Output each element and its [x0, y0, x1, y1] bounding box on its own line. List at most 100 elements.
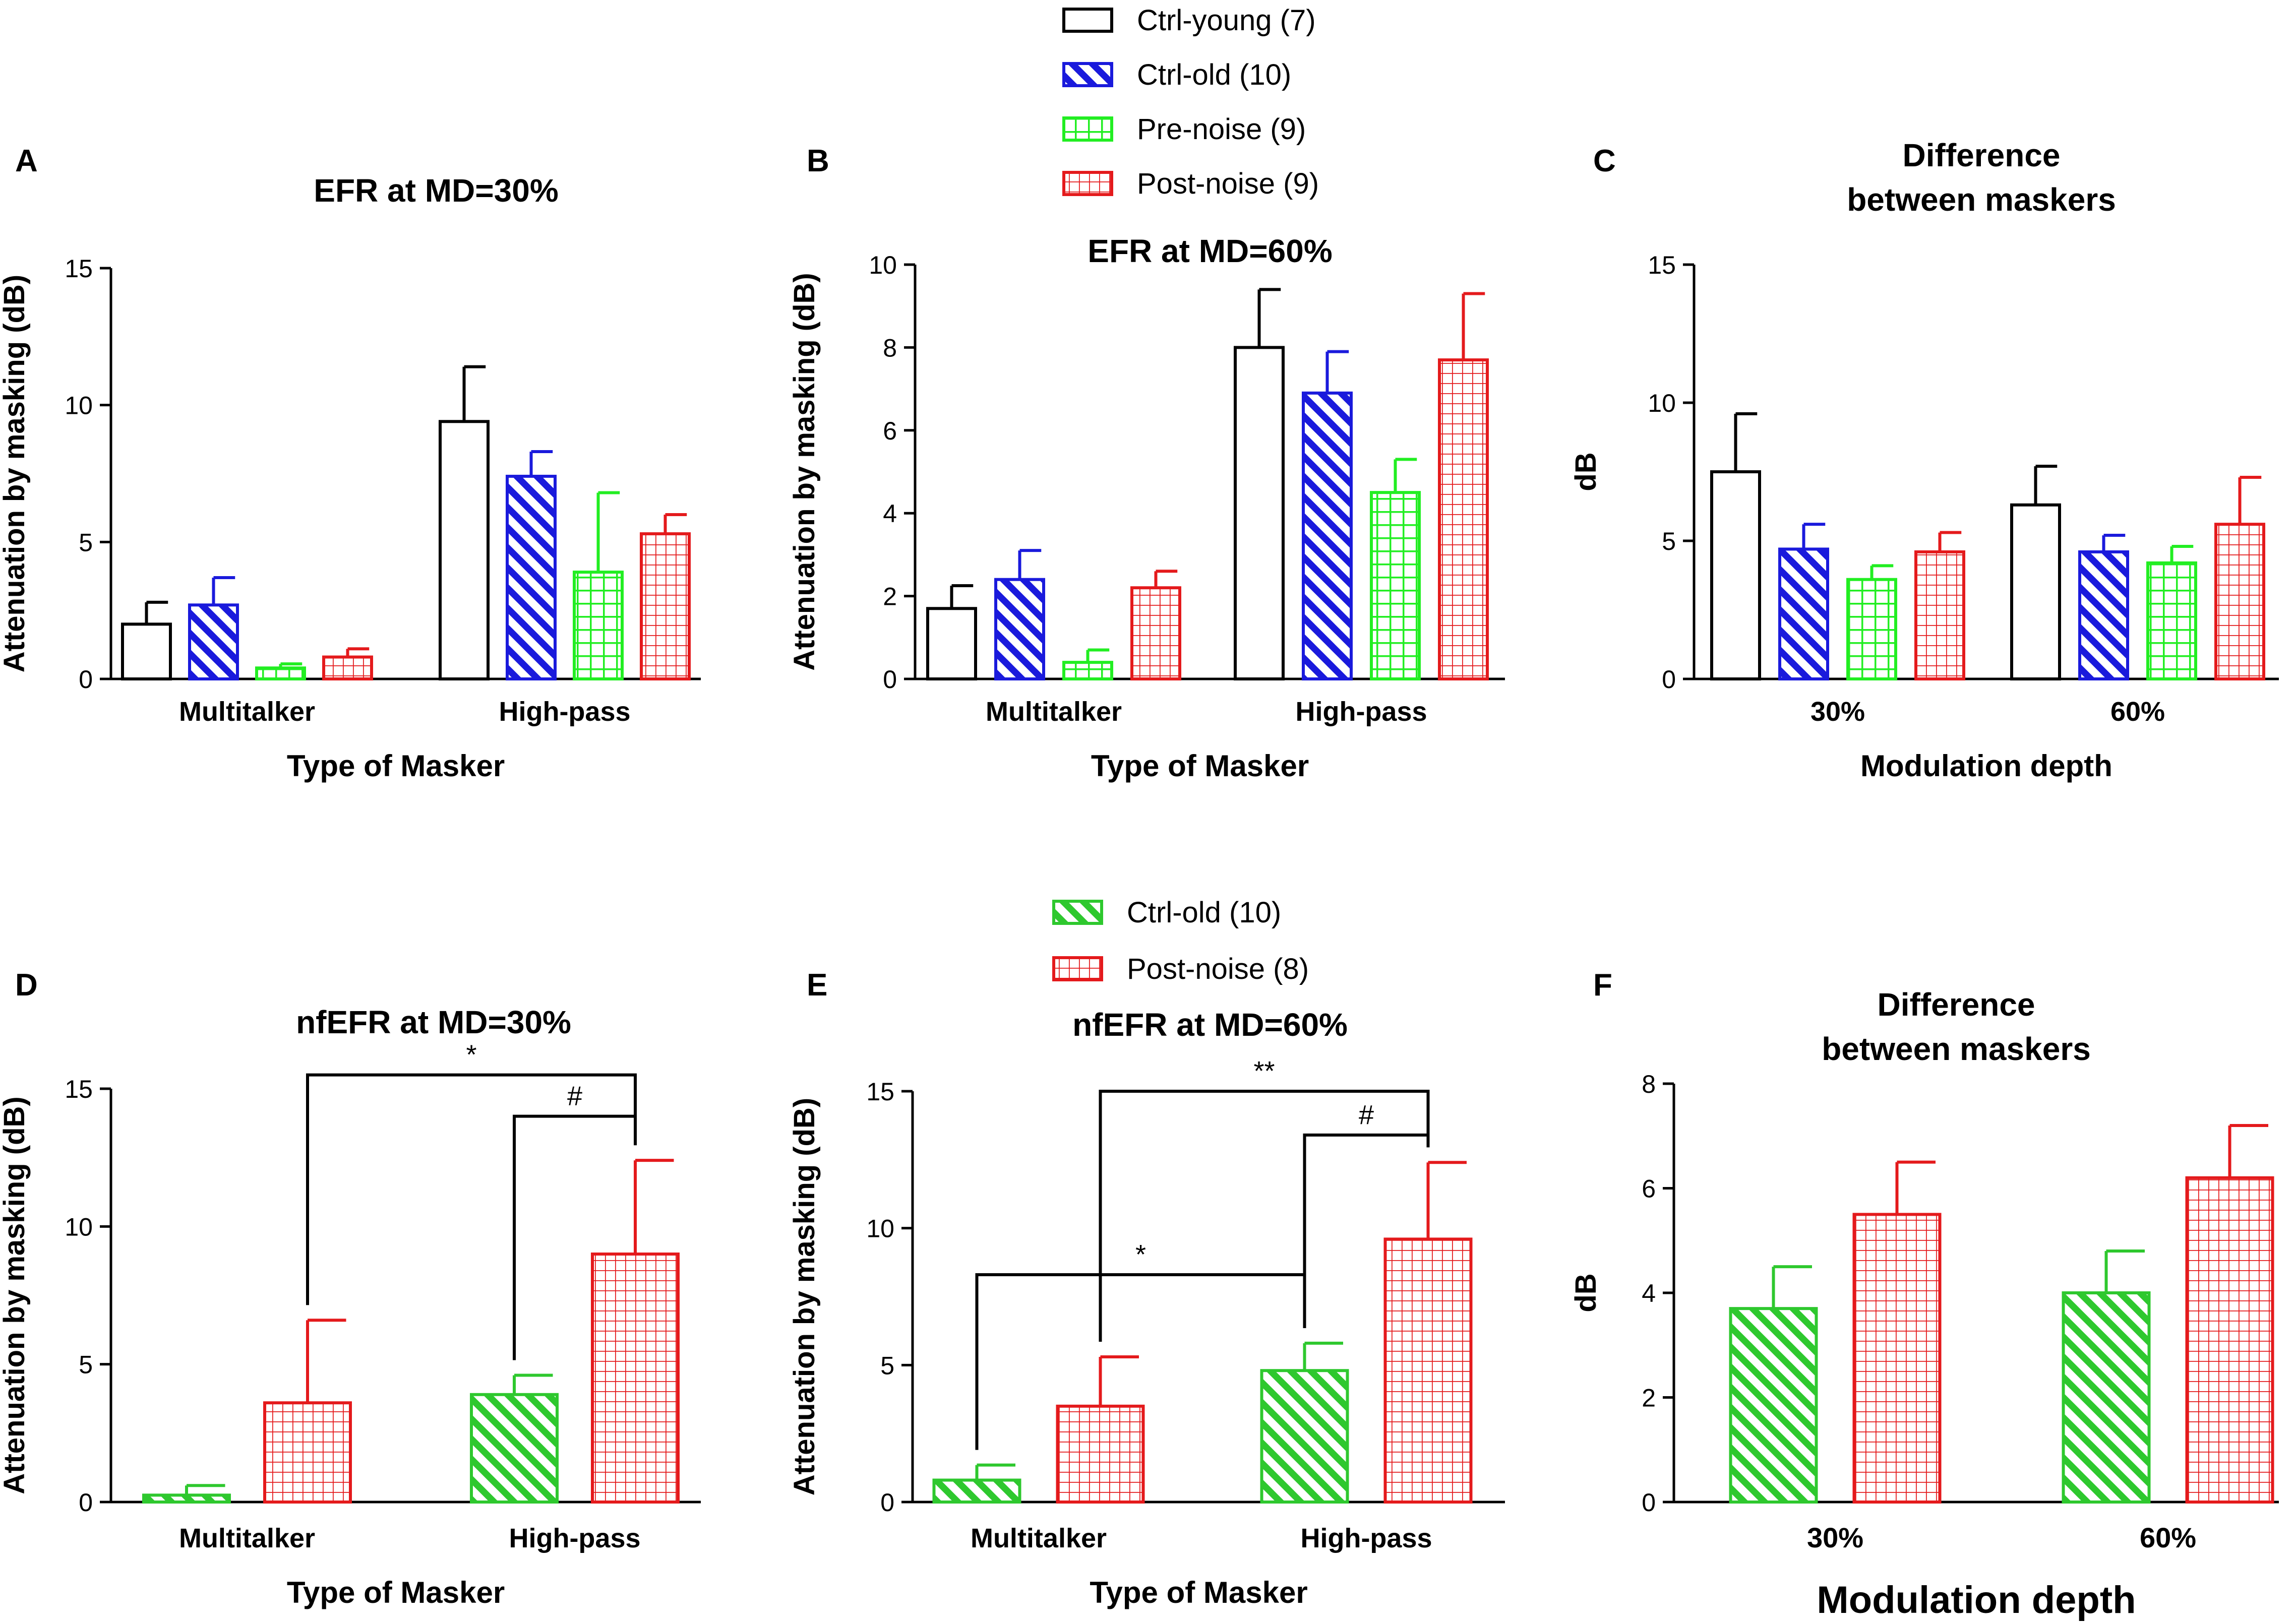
y-axis-label: Attenuation by masking (dB)	[788, 1098, 821, 1495]
y-tick-label: 2	[883, 583, 897, 611]
bar	[2146, 561, 2197, 680]
bar	[1062, 661, 1113, 680]
y-tick-label: 15	[65, 1075, 93, 1103]
x-category-label: High-pass	[1300, 1523, 1432, 1553]
bar	[1852, 1213, 1942, 1504]
legend-label: Pre-noise (9)	[1137, 113, 1306, 146]
x-category-label: 60%	[2110, 697, 2165, 727]
legend-label: Ctrl-old (10)	[1137, 58, 1291, 91]
chart-panels: A EFR at MD=30% 0 5 10 15 Attenuation by maski…	[0, 137, 2279, 1621]
y-tick-label: 0	[1662, 665, 1676, 694]
y-tick-label: 6	[883, 417, 897, 445]
bar	[1056, 1404, 1145, 1504]
y-tick-label: 10	[866, 1215, 894, 1243]
x-category-label: High-pass	[1295, 697, 1427, 727]
x-category-label: Multitalker	[971, 1523, 1107, 1553]
bar	[470, 1393, 559, 1504]
legend-item: Post-noise (9)	[1062, 167, 1319, 200]
bar	[2185, 1176, 2274, 1504]
x-axis-label: Type of Masker	[287, 749, 505, 783]
y-tick-label: 0	[883, 665, 897, 694]
legend-swatch	[1052, 956, 1103, 981]
panel-letter: E	[807, 968, 827, 1003]
legend-swatch	[1062, 116, 1113, 142]
x-category-label: Multitalker	[179, 697, 315, 727]
y-tick-label: 8	[1642, 1070, 1656, 1098]
panel-c: C Difference between maskers 0 5 10 15 dB 30% 60%…	[1569, 137, 2279, 783]
legend-swatch	[1062, 8, 1113, 33]
bar	[2214, 523, 2265, 680]
legend-label: Post-noise (8)	[1127, 953, 1309, 985]
x-category-label: Multitalker	[179, 1523, 315, 1553]
bar	[932, 1478, 1021, 1504]
y-tick-label: 0	[1642, 1488, 1656, 1517]
bar	[255, 666, 306, 681]
x-category-label: High-pass	[499, 697, 630, 727]
significance-label: *	[466, 1040, 476, 1070]
significance-bracket	[1099, 1090, 1430, 1342]
x-axis-label: Type of Masker	[1090, 1576, 1307, 1609]
significance-bracket	[513, 1114, 637, 1360]
panel-a: A EFR at MD=30% 0 5 10 15 Attenuation by maski…	[0, 144, 701, 783]
legend-item: Post-noise (8)	[1052, 953, 1309, 985]
legend-item: Ctrl-old (10)	[1062, 58, 1291, 91]
bar	[2078, 550, 2129, 681]
bar	[2062, 1291, 2151, 1504]
y-tick-label: 15	[65, 255, 93, 283]
y-tick-label: 2	[1642, 1384, 1656, 1412]
legend-swatch	[1062, 171, 1113, 196]
legend-label: Ctrl-young (7)	[1137, 4, 1316, 37]
y-tick-label: 10	[869, 251, 897, 279]
significance-label: #	[567, 1081, 582, 1111]
panel-letter: C	[1593, 144, 1616, 178]
y-tick-label: 4	[883, 499, 897, 528]
y-tick-label: 10	[1648, 389, 1676, 417]
legend-top: Ctrl-young (7) Ctrl-old (10) Pre-noise (9)…	[1062, 4, 1319, 200]
bar	[1234, 346, 1285, 680]
x-category-label: Multitalker	[986, 697, 1122, 727]
y-axis-label: dB	[1569, 1273, 1602, 1312]
y-tick-label: 6	[1642, 1175, 1656, 1203]
legend-item: Pre-noise (9)	[1062, 113, 1306, 146]
legend-label: Ctrl-old (10)	[1127, 896, 1281, 929]
significance-bracket	[1303, 1133, 1430, 1328]
chart-title: EFR at MD=60%	[1088, 233, 1332, 269]
bar	[591, 1253, 680, 1504]
bar	[121, 622, 172, 681]
y-axis-label: Attenuation by masking (dB)	[0, 275, 31, 672]
chart-title: EFR at MD=30%	[314, 172, 558, 209]
bar	[506, 474, 557, 681]
bar	[1383, 1237, 1473, 1504]
bar	[1438, 358, 1489, 680]
bar	[1130, 586, 1181, 681]
bar	[640, 532, 691, 680]
chart-title: Difference	[1903, 137, 2061, 173]
significance-label: #	[1359, 1100, 1374, 1130]
legend-swatch	[1052, 900, 1103, 925]
bar	[188, 603, 239, 681]
panel-letter: A	[15, 144, 38, 178]
x-category-label: 30%	[1810, 697, 1865, 727]
legend-bottom: Ctrl-old (10) Post-noise (8)	[1052, 896, 1309, 985]
y-axis-label: dB	[1569, 452, 1602, 491]
bar	[926, 607, 977, 681]
bar	[1370, 491, 1421, 680]
y-tick-label: 10	[65, 1213, 93, 1241]
y-tick-label: 0	[79, 665, 93, 694]
bar	[573, 571, 624, 680]
bar	[263, 1401, 352, 1504]
x-category-label: 30%	[1807, 1522, 1863, 1553]
chart-title: nfEFR at MD=30%	[296, 1004, 571, 1040]
legend-item: Ctrl-young (7)	[1062, 4, 1316, 37]
chart-title: between maskers	[1822, 1031, 2091, 1067]
y-tick-label: 0	[880, 1488, 894, 1517]
y-tick-label: 15	[1648, 251, 1676, 279]
bar	[1846, 578, 1897, 680]
chart-title: between maskers	[1847, 181, 2116, 218]
y-tick-label: 5	[79, 528, 93, 556]
bar	[142, 1493, 231, 1504]
bar	[1778, 547, 1829, 680]
